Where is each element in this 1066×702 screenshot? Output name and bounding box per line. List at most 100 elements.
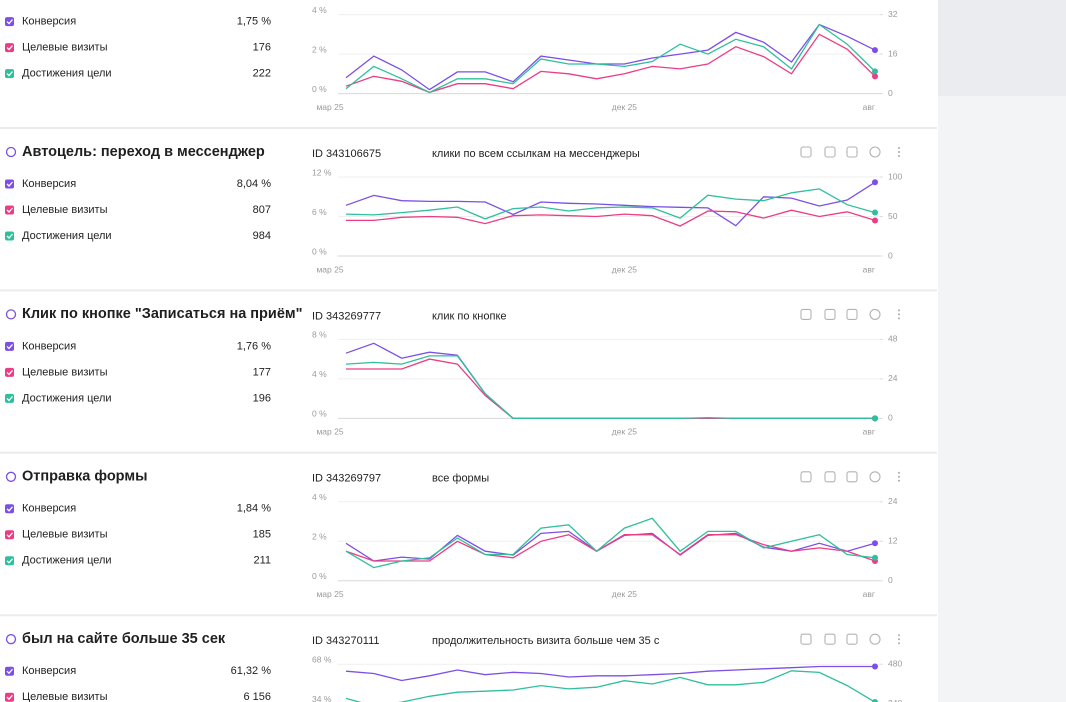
y2-tick-label: 32 [888, 9, 898, 19]
metric-checkbox[interactable] [5, 69, 14, 79]
metric-checkbox[interactable] [5, 205, 14, 215]
metric-checkbox[interactable] [5, 17, 14, 27]
goal-icon [5, 634, 17, 645]
tag-button[interactable] [846, 308, 858, 320]
copy-button[interactable] [800, 308, 812, 320]
more-dot [898, 634, 900, 637]
goal-title[interactable]: был на сайте больше 35 сек [22, 631, 226, 647]
y-tick-label: 8 % [312, 330, 327, 340]
metric-checkbox[interactable] [5, 231, 14, 241]
metric-checkbox[interactable] [5, 692, 14, 702]
y2-tick-label: 50 [888, 211, 898, 221]
goal-title[interactable]: Клик по кнопке "Записаться на приём" [22, 306, 303, 322]
metric-label: Целевые визиты [22, 529, 108, 541]
y-tick-label: 4 % [312, 369, 327, 379]
y-tick-label: 12 % [312, 167, 332, 177]
x-tick-label: мар 25 [316, 264, 343, 274]
series-end-dot [872, 699, 878, 702]
metric-label: Достижения цели [22, 392, 112, 404]
y-tick-label: 68 % [312, 654, 332, 664]
side-panel [938, 0, 1066, 702]
y-tick-label: 0 % [312, 571, 327, 581]
favorite-button[interactable] [869, 471, 881, 483]
copy-button[interactable] [800, 633, 812, 645]
tag-button[interactable] [846, 471, 858, 483]
metric-checkbox[interactable] [5, 393, 14, 403]
checkmark [6, 395, 13, 402]
metric-value: 984 [253, 230, 271, 242]
metric-label: Конверсия [22, 340, 76, 352]
metric-checkbox[interactable] [5, 179, 14, 189]
y-tick-label: 2 % [312, 532, 327, 542]
metric-label: Конверсия [22, 503, 76, 515]
series-line [345, 181, 876, 227]
series-line [345, 342, 875, 420]
series-line [345, 534, 876, 562]
copy-button[interactable] [800, 471, 812, 483]
metric-checkbox[interactable] [5, 43, 14, 53]
metric-value: 1,75 % [237, 16, 271, 28]
metric-label: Конверсия [22, 16, 76, 28]
more-dot [898, 151, 900, 153]
checkmark [6, 207, 13, 213]
more-dot [898, 642, 900, 645]
edit-button[interactable] [824, 146, 836, 158]
metric-value: 61,32 % [231, 665, 272, 677]
tag-button[interactable] [846, 146, 858, 158]
tag-button[interactable] [846, 633, 858, 645]
goal-id: ID 343269777 [312, 310, 381, 322]
series-end-dot [872, 179, 878, 186]
metric-label: Конверсия [22, 665, 76, 677]
more-dot [898, 313, 900, 316]
checkmark [6, 558, 13, 564]
metric-value: 185 [253, 529, 271, 541]
metric-value: 807 [253, 204, 271, 216]
y-tick-label: 4 % [312, 5, 327, 15]
metric-value: 222 [253, 68, 271, 80]
favorite-button[interactable] [869, 308, 881, 320]
x-tick-label: дек 25 [612, 589, 637, 599]
metric-label: Достижения цели [22, 68, 112, 80]
x-tick-label: авг [863, 264, 875, 274]
metric-label: Целевые визиты [22, 366, 108, 378]
more-dot [898, 155, 900, 157]
metric-checkbox[interactable] [5, 556, 14, 566]
more-dot [898, 479, 900, 482]
series-end-dot [872, 47, 878, 54]
series-line [346, 209, 876, 227]
y2-tick-label: 0 [888, 250, 893, 260]
more-dot [898, 471, 900, 474]
x-tick-label: дек 25 [612, 102, 637, 112]
edit-button[interactable] [824, 308, 836, 320]
goal-id: ID 343270111 [312, 635, 379, 647]
metric-checkbox[interactable] [5, 530, 14, 540]
metric-label: Целевые визиты [22, 691, 108, 702]
series-line [345, 355, 875, 420]
metric-checkbox[interactable] [5, 367, 14, 377]
copy-button[interactable] [800, 146, 812, 158]
checkmark [6, 369, 13, 376]
edit-button[interactable] [824, 633, 836, 645]
more-dot [898, 147, 900, 149]
metric-checkbox[interactable] [5, 666, 14, 676]
goal-description: все формы [432, 473, 489, 485]
metric-checkbox[interactable] [5, 341, 14, 351]
edit-button[interactable] [824, 471, 836, 483]
y2-tick-label: 24 [888, 373, 898, 383]
favorite-button[interactable] [869, 633, 881, 645]
x-tick-label: авг [863, 427, 875, 437]
y-tick-label: 0 % [312, 409, 327, 419]
y-tick-label: 0 % [312, 84, 327, 94]
metric-checkbox[interactable] [5, 504, 14, 514]
series-end-dot [872, 415, 878, 422]
metric-label: Достижения цели [22, 555, 112, 567]
goal-icon [5, 309, 17, 320]
y-tick-label: 4 % [312, 492, 327, 502]
series-end-dot [872, 209, 878, 216]
series-line [346, 358, 875, 420]
goal-title[interactable]: Отправка формы [22, 469, 147, 485]
favorite-button[interactable] [869, 146, 881, 158]
goal-title[interactable]: Автоцель: переход в мессенджер [22, 144, 265, 160]
metric-value: 1,76 % [237, 340, 271, 352]
